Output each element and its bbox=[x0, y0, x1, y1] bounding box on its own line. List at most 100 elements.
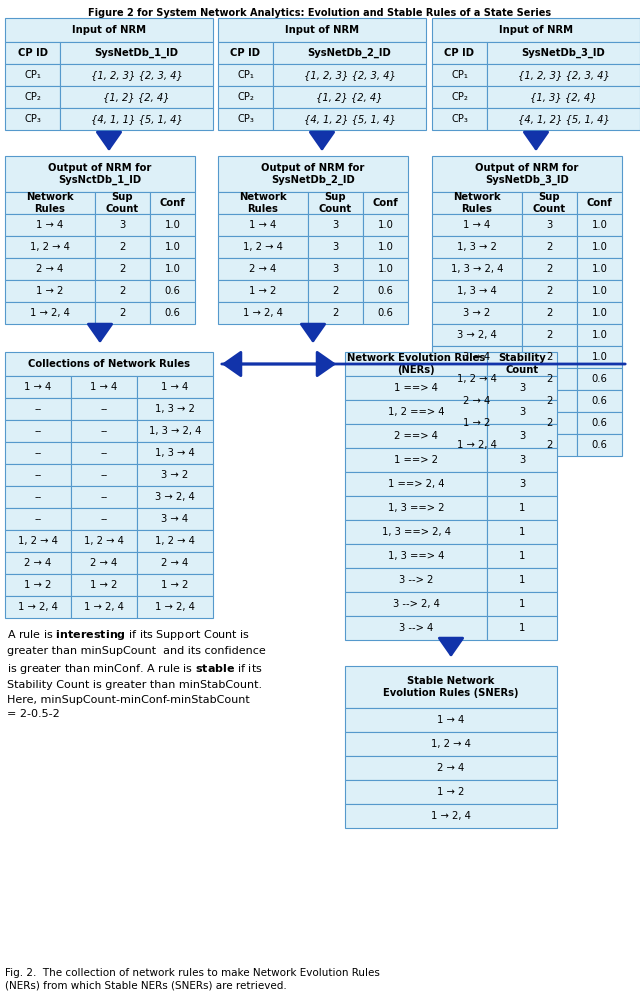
Text: Fig. 2.  The collection of network rules to make Network Evolution Rules
(NERs) : Fig. 2. The collection of network rules … bbox=[5, 969, 380, 990]
Text: Input of NRM: Input of NRM bbox=[285, 25, 359, 35]
Text: CP ID: CP ID bbox=[17, 48, 47, 58]
Bar bbox=[522, 302, 577, 324]
Bar bbox=[522, 324, 577, 346]
Bar bbox=[345, 400, 487, 424]
Bar bbox=[218, 236, 308, 258]
Text: 1 ==> 2, 4: 1 ==> 2, 4 bbox=[388, 479, 444, 489]
Bar bbox=[5, 398, 71, 420]
Text: 2: 2 bbox=[119, 242, 125, 252]
Bar bbox=[71, 398, 137, 420]
Text: SysNetDb_1_ID: SysNetDb_1_ID bbox=[95, 48, 179, 58]
Text: 1, 2 → 4: 1, 2 → 4 bbox=[457, 374, 497, 384]
Text: 1, 3 → 4: 1, 3 → 4 bbox=[155, 448, 195, 458]
Bar bbox=[487, 472, 557, 496]
Bar bbox=[577, 214, 622, 236]
Bar bbox=[345, 708, 557, 732]
Text: 1.0: 1.0 bbox=[378, 264, 394, 274]
Bar bbox=[137, 442, 213, 464]
Text: {4, 1, 1} {5, 1, 4}: {4, 1, 1} {5, 1, 4} bbox=[91, 114, 182, 124]
Text: 0.6: 0.6 bbox=[164, 286, 180, 296]
Text: 1, 3 → 2, 4: 1, 3 → 2, 4 bbox=[451, 264, 503, 274]
Text: 2: 2 bbox=[547, 440, 553, 450]
Bar bbox=[345, 780, 557, 804]
Text: 1 → 2, 4: 1 → 2, 4 bbox=[18, 602, 58, 612]
Text: 1, 2 → 4: 1, 2 → 4 bbox=[243, 242, 283, 252]
Bar bbox=[95, 192, 150, 214]
Text: 2: 2 bbox=[119, 264, 125, 274]
Bar bbox=[150, 214, 195, 236]
Text: 3 → 2: 3 → 2 bbox=[463, 308, 491, 318]
Text: --: -- bbox=[100, 492, 108, 502]
Text: --: -- bbox=[35, 470, 42, 480]
Text: A rule is $\bf{interesting}$ if its Support Count is
greater than minSupCount  a: A rule is $\bf{interesting}$ if its Supp… bbox=[7, 628, 266, 719]
Text: 2: 2 bbox=[547, 374, 553, 384]
Bar bbox=[5, 464, 71, 486]
Bar bbox=[487, 86, 640, 108]
Text: 3: 3 bbox=[547, 220, 552, 230]
Text: 1, 3 ==> 2, 4: 1, 3 ==> 2, 4 bbox=[381, 527, 451, 537]
Text: 1: 1 bbox=[519, 599, 525, 609]
Bar bbox=[218, 64, 273, 86]
Text: Network Evolution Rules
(NERs): Network Evolution Rules (NERs) bbox=[347, 353, 485, 375]
Bar bbox=[60, 42, 213, 64]
Text: 3 --> 2, 4: 3 --> 2, 4 bbox=[392, 599, 440, 609]
Text: Figure 2 for System Network Analytics: Evolution and Stable Rules of a State Ser: Figure 2 for System Network Analytics: E… bbox=[88, 8, 552, 18]
Bar bbox=[577, 302, 622, 324]
Text: 1, 3 → 2: 1, 3 → 2 bbox=[457, 242, 497, 252]
Bar bbox=[71, 508, 137, 530]
Bar bbox=[273, 86, 426, 108]
Bar bbox=[487, 352, 557, 376]
Text: {4, 1, 2} {5, 1, 4}: {4, 1, 2} {5, 1, 4} bbox=[518, 114, 609, 124]
Bar bbox=[487, 544, 557, 568]
Text: 1, 3 ==> 2: 1, 3 ==> 2 bbox=[388, 504, 444, 513]
Text: 2: 2 bbox=[547, 330, 553, 340]
Bar bbox=[432, 346, 522, 368]
Bar bbox=[150, 258, 195, 280]
Text: CP ID: CP ID bbox=[230, 48, 260, 58]
Text: 0.6: 0.6 bbox=[591, 396, 607, 406]
Bar bbox=[345, 732, 557, 756]
Text: 3 → 2, 4: 3 → 2, 4 bbox=[457, 330, 497, 340]
Text: Input of NRM: Input of NRM bbox=[499, 25, 573, 35]
Text: CP₁: CP₁ bbox=[237, 70, 254, 80]
Bar bbox=[137, 486, 213, 508]
Bar bbox=[487, 400, 557, 424]
Bar bbox=[5, 156, 195, 192]
Text: 1, 3 → 2: 1, 3 → 2 bbox=[155, 404, 195, 414]
Bar bbox=[5, 214, 95, 236]
Bar bbox=[432, 434, 522, 456]
Text: Conf: Conf bbox=[372, 198, 398, 208]
Text: 3: 3 bbox=[519, 407, 525, 417]
Text: Sup
Count: Sup Count bbox=[106, 192, 139, 213]
Bar bbox=[577, 258, 622, 280]
Text: 3 → 2, 4: 3 → 2, 4 bbox=[155, 492, 195, 502]
Text: 1 → 2: 1 → 2 bbox=[161, 580, 189, 590]
Bar bbox=[577, 236, 622, 258]
Bar bbox=[60, 108, 213, 130]
Text: 2: 2 bbox=[119, 308, 125, 318]
Bar bbox=[308, 214, 363, 236]
Bar bbox=[218, 214, 308, 236]
Text: 2: 2 bbox=[547, 264, 553, 274]
Text: 3: 3 bbox=[332, 264, 339, 274]
Bar bbox=[71, 530, 137, 552]
Bar bbox=[577, 368, 622, 390]
Bar bbox=[273, 64, 426, 86]
Text: CP₃: CP₃ bbox=[237, 114, 254, 124]
Bar bbox=[363, 258, 408, 280]
Bar bbox=[71, 420, 137, 442]
Text: 2 → 4: 2 → 4 bbox=[463, 396, 491, 406]
Text: 1, 3 → 4: 1, 3 → 4 bbox=[457, 286, 497, 296]
Bar bbox=[577, 346, 622, 368]
Text: 1: 1 bbox=[519, 504, 525, 513]
Text: SysNetDb_3_ID: SysNetDb_3_ID bbox=[522, 48, 605, 58]
Text: Output of NRM for
SysNctDb_1_ID: Output of NRM for SysNctDb_1_ID bbox=[48, 163, 152, 185]
Bar bbox=[345, 616, 487, 640]
Bar bbox=[363, 214, 408, 236]
Text: Stability
Count: Stability Count bbox=[498, 353, 546, 375]
Text: 1 → 2, 4: 1 → 2, 4 bbox=[431, 811, 471, 821]
Bar bbox=[487, 42, 640, 64]
Bar bbox=[487, 520, 557, 544]
Bar bbox=[5, 192, 95, 214]
Text: Sup
Count: Sup Count bbox=[533, 192, 566, 213]
